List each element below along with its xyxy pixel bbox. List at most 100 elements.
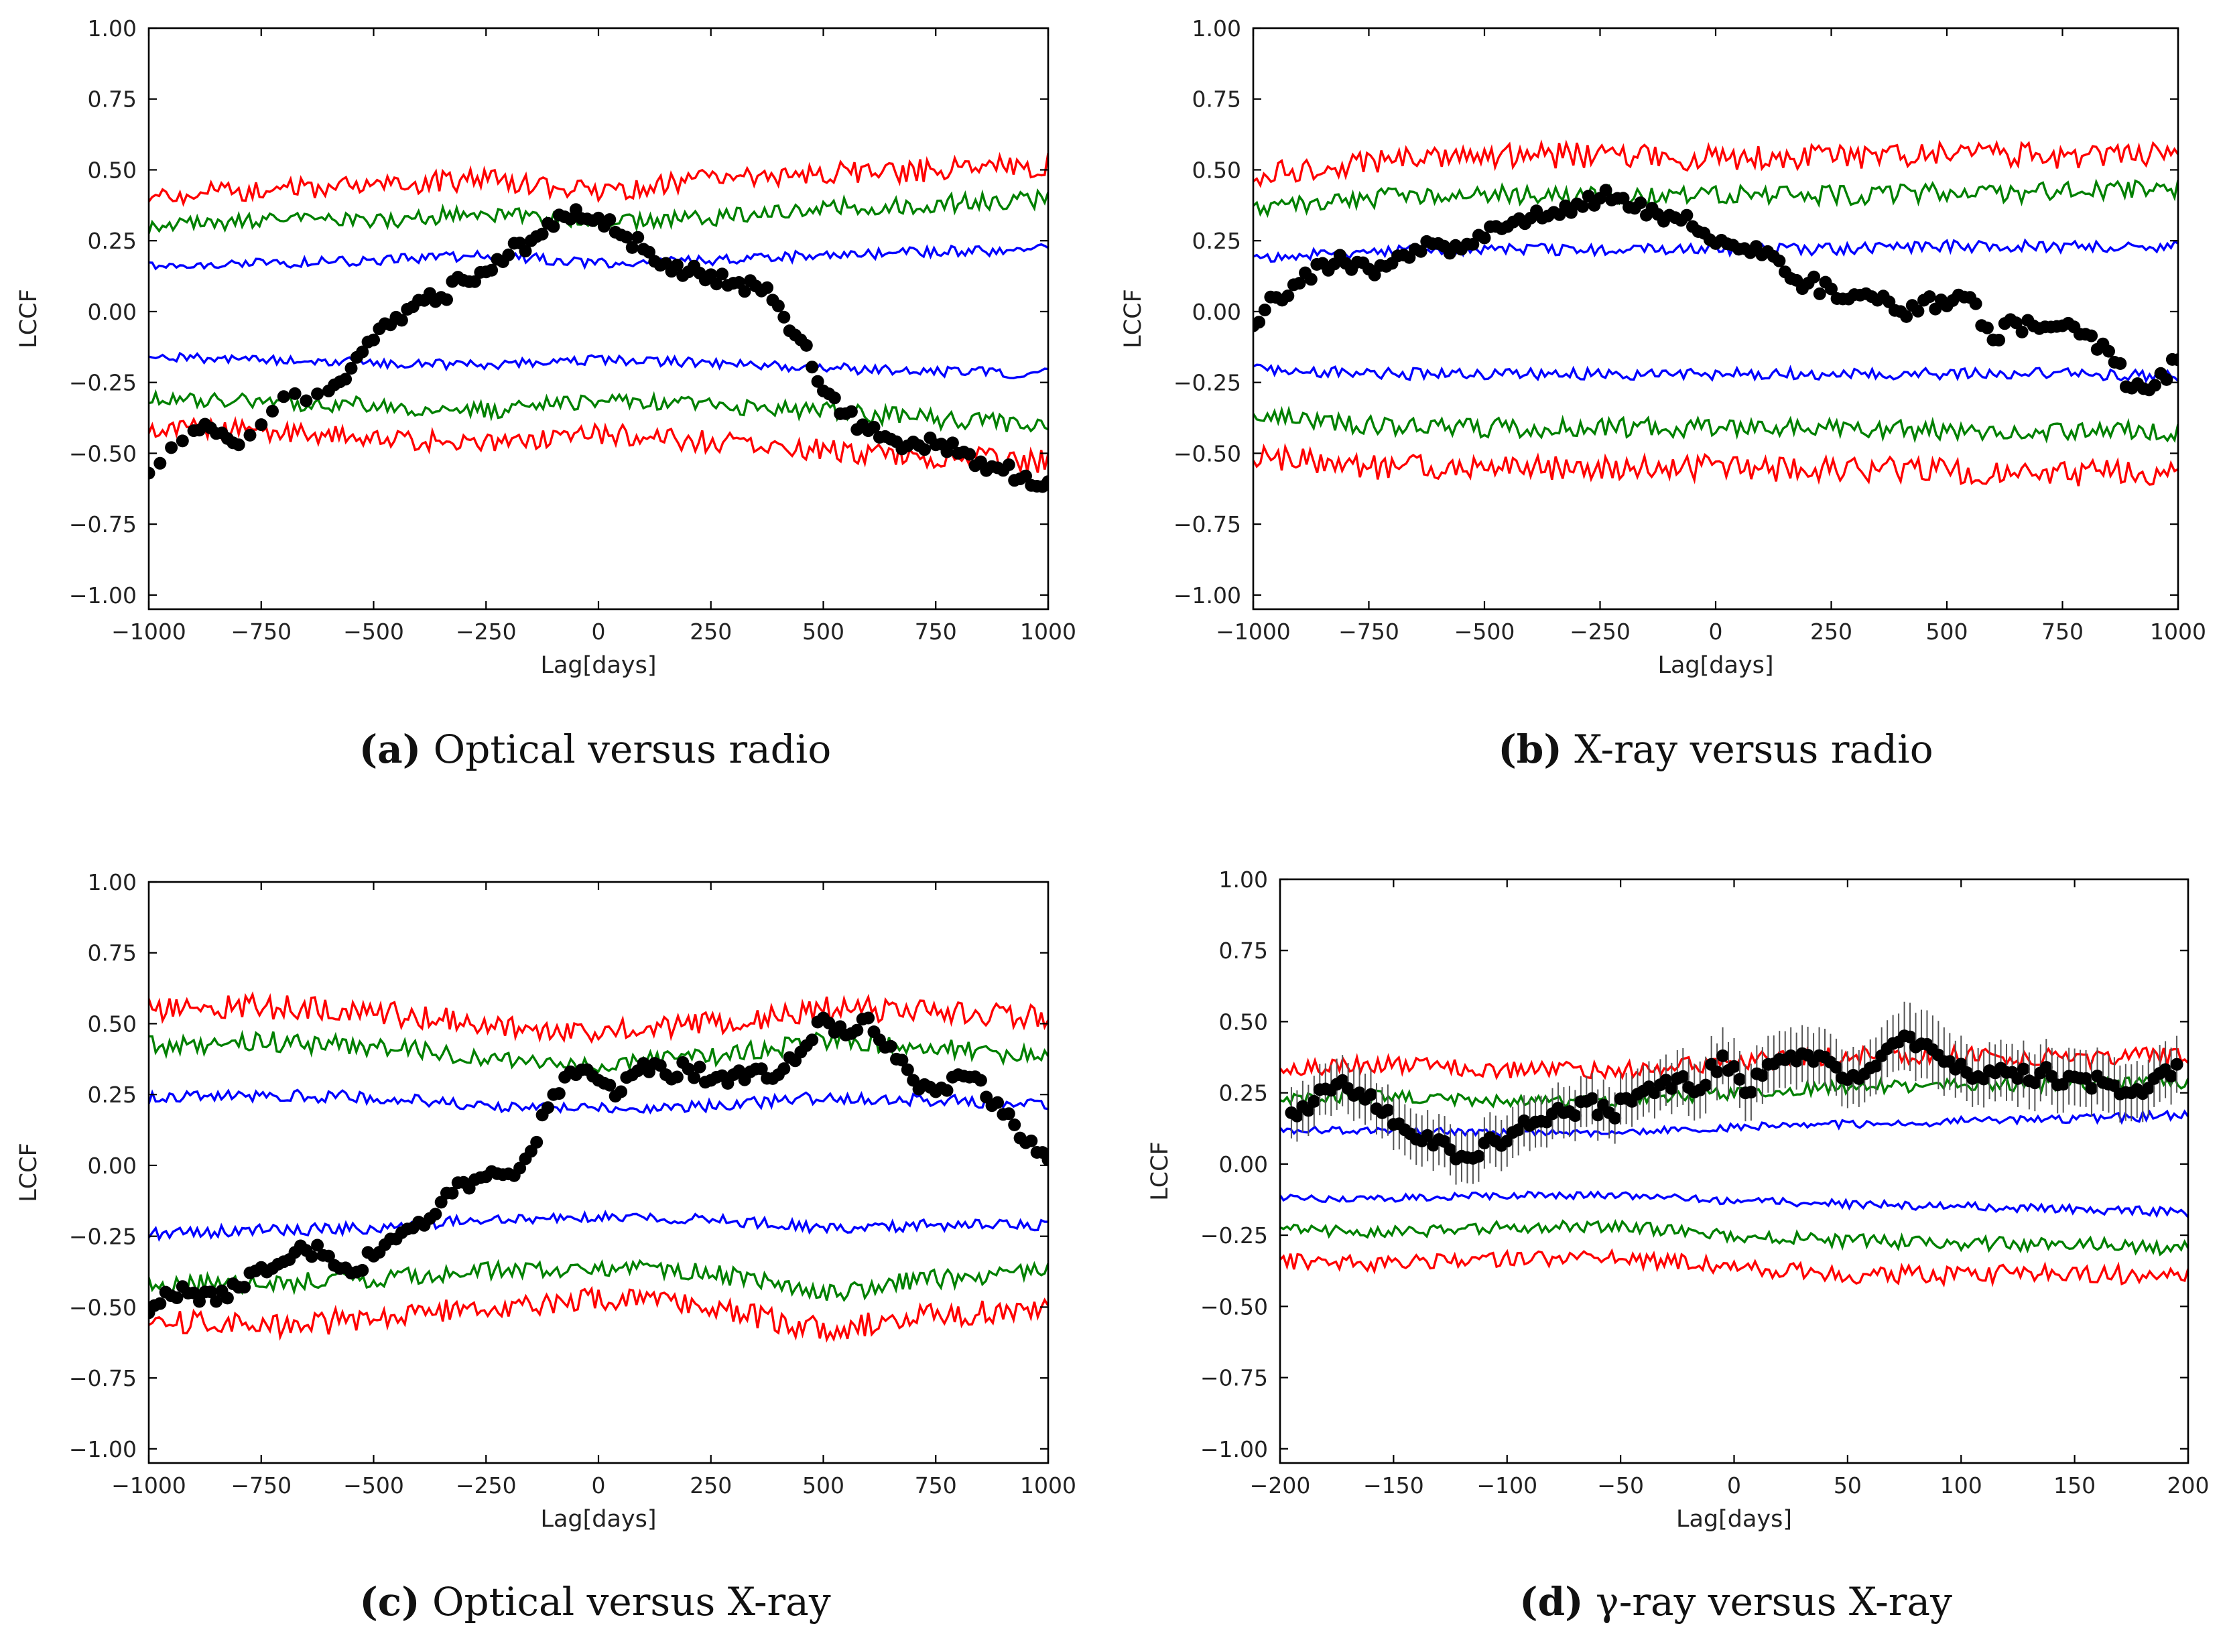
- data-point: [1923, 290, 1936, 304]
- data-point: [1368, 268, 1381, 281]
- caption-letter: (d): [1519, 1579, 1583, 1625]
- data-point: [1929, 302, 1942, 316]
- x-tick-label: −750: [1338, 619, 1399, 645]
- y-tick-label: 0.50: [1192, 157, 1241, 183]
- data-point: [2010, 316, 2023, 330]
- x-tick-label: −250: [456, 619, 517, 645]
- data-point: [232, 438, 245, 452]
- data-point: [1304, 273, 1318, 286]
- caption-text: X-ray versus radio: [1562, 726, 1933, 772]
- y-tick-label: 0.00: [88, 299, 137, 325]
- axes-frame: [1279, 878, 2189, 1464]
- data-point: [2015, 325, 2029, 338]
- band-line-3: [149, 1209, 1048, 1243]
- data-point: [149, 466, 155, 480]
- y-tick-label: 0.50: [88, 157, 137, 183]
- y-tick-label: 0.25: [1219, 1080, 1268, 1106]
- data-point: [670, 1070, 684, 1084]
- data-point: [542, 1101, 554, 1115]
- band-line-5: [1253, 442, 2178, 487]
- x-tick-label: 150: [2053, 1472, 2096, 1499]
- y-tick-label: −0.75: [1173, 511, 1241, 537]
- data-point: [153, 456, 167, 470]
- data-point: [1813, 287, 1826, 300]
- data-point: [356, 345, 369, 359]
- y-tick-label: −0.25: [1200, 1222, 1268, 1249]
- data-point: [1830, 1060, 1843, 1074]
- chart-panel-1: −1000 −750 −500 −250 0 250 500 750 1000 1.00 0.75 0…: [1120, 15, 2206, 772]
- data-point: [1616, 192, 1630, 205]
- data-point: [1002, 1107, 1015, 1121]
- x-tick-label: 1000: [1020, 619, 1076, 645]
- band-line-1: [1253, 178, 2178, 218]
- y-tick-label: −0.25: [69, 1224, 137, 1250]
- data-point: [2039, 1061, 2053, 1074]
- x-tick-label: 1000: [2150, 619, 2206, 645]
- data-point: [1900, 310, 1913, 323]
- x-tick-label: 250: [690, 1472, 732, 1499]
- data-point: [238, 1281, 251, 1294]
- data-point: [777, 1062, 791, 1076]
- data-point: [615, 1085, 628, 1098]
- data-point: [288, 387, 302, 400]
- data-point: [1381, 1104, 1395, 1117]
- data-point: [1728, 1060, 1740, 1073]
- caption-text: Optical versus radio: [421, 726, 831, 772]
- x-tick-label: −500: [1454, 619, 1515, 645]
- data-point: [1301, 1104, 1315, 1117]
- data-point: [1576, 200, 1590, 213]
- x-tick-label: 250: [1810, 619, 1852, 645]
- band-line-4: [149, 1259, 1048, 1302]
- y-tick-label: 1.00: [88, 15, 137, 42]
- y-tick-label: −0.50: [69, 440, 137, 466]
- data-point: [1512, 1123, 1525, 1137]
- data-point: [153, 1297, 167, 1310]
- x-tick-label: 50: [1834, 1472, 1862, 1499]
- x-tick-label: 750: [915, 1472, 957, 1499]
- data-point: [1258, 304, 1271, 316]
- x-tick-label: −100: [1476, 1472, 1537, 1499]
- data-point: [220, 1291, 234, 1305]
- band-line-0: [149, 151, 1048, 207]
- data-point: [322, 1249, 335, 1263]
- y-tick-label: −0.25: [69, 370, 137, 396]
- data-point: [1807, 270, 1821, 283]
- data-point: [1019, 469, 1032, 483]
- band-line-5: [149, 1285, 1048, 1343]
- plot-area: [1253, 139, 2178, 487]
- y-tick-label: 0.00: [88, 1153, 137, 1179]
- band-line-1: [149, 1029, 1048, 1073]
- data-point: [850, 1023, 864, 1037]
- y-tick-label: 0.75: [88, 940, 137, 966]
- data-point: [266, 405, 279, 418]
- panel-caption: (b) X-ray versus radio: [1498, 726, 1933, 772]
- data-point: [1025, 1134, 1038, 1147]
- data-point: [918, 443, 931, 456]
- data-point: [170, 1291, 184, 1304]
- band-line-5: [1280, 1248, 2188, 1288]
- data-point: [210, 1295, 223, 1308]
- data-point: [603, 1078, 617, 1092]
- data-point: [1041, 1153, 1048, 1166]
- data-point: [1992, 334, 2006, 346]
- data-point: [625, 241, 639, 254]
- data-point: [963, 448, 976, 461]
- data-point: [311, 387, 324, 401]
- x-axis-label: Lag[days]: [540, 652, 656, 679]
- x-tick-label: 0: [1709, 619, 1723, 645]
- data-point: [1825, 282, 1838, 296]
- data-point: [305, 1250, 318, 1263]
- caption-letter: (c): [359, 1579, 420, 1625]
- panel-caption: (d) γ-ray versus X-ray: [1519, 1579, 1952, 1625]
- x-tick-label: 1000: [1020, 1472, 1076, 1499]
- data-point: [2171, 353, 2178, 367]
- x-tick-label: 500: [802, 619, 844, 645]
- y-tick-label: 0.25: [1192, 228, 1241, 254]
- data-point: [704, 268, 718, 281]
- data-point: [255, 418, 268, 432]
- band-line-3: [149, 351, 1048, 379]
- data-point: [940, 1084, 954, 1097]
- data-point: [193, 1295, 206, 1308]
- data-point: [1041, 475, 1048, 489]
- data-point: [806, 361, 819, 374]
